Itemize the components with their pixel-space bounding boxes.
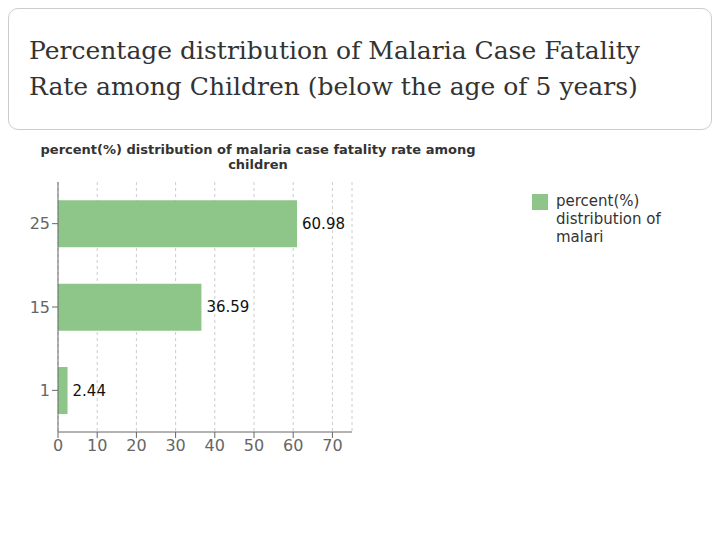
html-text:children: children xyxy=(228,157,288,172)
svg-text:0: 0 xyxy=(53,436,63,455)
svg-text:1: 1 xyxy=(40,381,50,400)
svg-text:60.98: 60.98 xyxy=(302,215,345,233)
html-text:percent(%) distribution of mal: percent(%) distribution of malaria case … xyxy=(40,142,476,157)
html-text:malari: malari xyxy=(556,228,604,246)
svg-text:50: 50 xyxy=(244,436,264,455)
html-text:percent(%): percent(%) xyxy=(556,192,640,210)
html-text:Percentage distribution of Mal: Percentage distribution of Malaria Case … xyxy=(29,36,640,65)
html-text:distribution of: distribution of xyxy=(556,210,661,228)
svg-text:2.44: 2.44 xyxy=(73,382,106,400)
svg-text:20: 20 xyxy=(126,436,146,455)
svg-text:10: 10 xyxy=(87,436,107,455)
html-text:Rate among Children (below the: Rate among Children (below the age of 5 … xyxy=(29,72,638,101)
svg-text:70: 70 xyxy=(322,436,342,455)
svg-text:25: 25 xyxy=(30,214,50,233)
svg-text:30: 30 xyxy=(165,436,185,455)
svg-text:40: 40 xyxy=(205,436,225,455)
svg-text:60: 60 xyxy=(283,436,303,455)
svg-text:36.59: 36.59 xyxy=(206,298,249,316)
svg-text:15: 15 xyxy=(30,298,50,317)
